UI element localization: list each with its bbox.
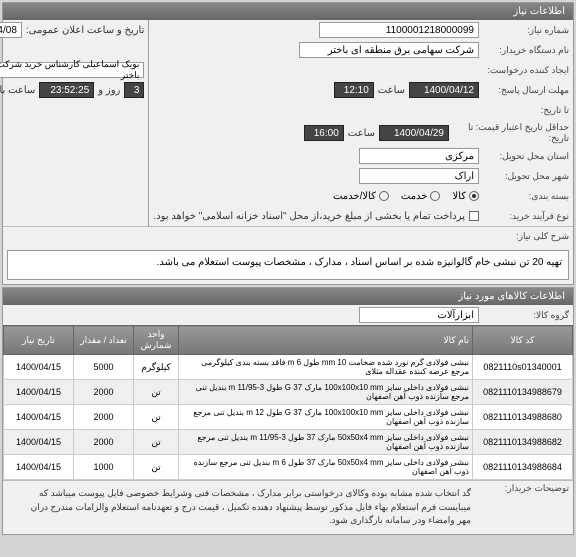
- cell-date: 1400/04/15: [4, 455, 74, 480]
- packaging-label: بسته بندی:: [479, 191, 569, 202]
- cell-name: نبشی فولادی داخلی سایز 100x100x10 mm مار…: [179, 405, 473, 430]
- province-value: مرکزی: [359, 148, 479, 164]
- table-row[interactable]: 0821110s01340001نبشی فولادی گرم نورد شده…: [4, 355, 573, 380]
- province-label: استان محل تحویل:: [479, 151, 569, 162]
- buyer-name-label: نام دستگاه خریدار:: [479, 45, 569, 56]
- cell-date: 1400/04/15: [4, 405, 74, 430]
- table-row[interactable]: 0821110134988684نبشی فولادی داخلی سایز 5…: [4, 455, 573, 480]
- th-code: کد کالا: [473, 326, 573, 355]
- partial-pay-checkbox[interactable]: [469, 211, 479, 221]
- cell-qty: 2000: [74, 405, 134, 430]
- hour-label-1: ساعت: [378, 85, 405, 96]
- validity-date: 1400/04/29: [379, 125, 449, 141]
- cell-code: 0821110134988684: [473, 455, 573, 480]
- partial-pay-label: پرداخت تمام یا بخشی از مبلغ خرید،از محل …: [153, 211, 465, 222]
- deadline-date: 1400/04/12: [409, 82, 479, 98]
- radio-goods[interactable]: کالا: [452, 191, 479, 202]
- th-unit: واحد شمارش: [134, 326, 179, 355]
- cell-name: نبشی فولادی داخلی سایز 100x100x10 mm مار…: [179, 380, 473, 405]
- validity-time: 16:00: [304, 125, 344, 141]
- deadline-time: 12:10: [334, 82, 374, 98]
- day-and-label: روز و: [98, 85, 120, 96]
- need-number-label: شماره نیاز:: [479, 25, 569, 36]
- creator-label: ایجاد کننده درخواست:: [479, 65, 569, 76]
- city-value: اراک: [359, 168, 479, 184]
- validity-label: حداقل تاریخ اعتبار قیمت: تا تاریخ:: [449, 122, 569, 144]
- general-desc-label: شرح کلی نیاز:: [479, 231, 569, 242]
- goods-group-value[interactable]: ابزارآلات: [359, 307, 479, 323]
- buyer-desc-label: توضیحات خریدار:: [479, 483, 569, 494]
- purchase-type-label: نوع فرآیند خرید:: [479, 211, 569, 222]
- general-desc-text: تهیه 20 تن نبشی خام گالوانیزه شده بر اسا…: [7, 250, 569, 280]
- cell-date: 1400/04/15: [4, 430, 74, 455]
- announce-label: تاریخ و ساعت اعلان عمومی:: [26, 25, 145, 36]
- cell-name: نبشی فولادی داخلی سایز 50x50x4 mm مارک 3…: [179, 430, 473, 455]
- cell-date: 1400/04/15: [4, 355, 74, 380]
- creator-value: بویک اسماعیلی کارشناس خرید شرکت سهامی بر…: [0, 62, 144, 78]
- cell-unit: تن: [134, 455, 179, 480]
- th-qty: تعداد / مقدار: [74, 326, 134, 355]
- to-date-label: تا تاریخ:: [479, 105, 569, 116]
- cell-unit: تن: [134, 380, 179, 405]
- items-table: کد کالا نام کالا واحد شمارش تعداد / مقدا…: [3, 325, 573, 480]
- radio-service[interactable]: خدمت: [401, 191, 441, 202]
- cell-qty: 2000: [74, 430, 134, 455]
- deadline-label: مهلت ارسال پاسخ:: [479, 85, 569, 96]
- cell-name: نبشی فولادی داخلی سایز 50x50x4 mm مارک 3…: [179, 455, 473, 480]
- days-left: 3: [124, 82, 144, 98]
- city-label: شهر محل تحویل:: [479, 171, 569, 182]
- cell-unit: تن: [134, 405, 179, 430]
- table-row[interactable]: 0821110134988680نبشی فولادی داخلی سایز 1…: [4, 405, 573, 430]
- cell-code: 0821110134988682: [473, 430, 573, 455]
- radio-both-label: کالا/خدمت: [333, 191, 376, 202]
- goods-group-label: گروه کالا:: [479, 310, 569, 321]
- buyer-name-value: شرکت سهامی برق منطقه ای باختر: [299, 42, 479, 58]
- cell-qty: 5000: [74, 355, 134, 380]
- radio-both[interactable]: کالا/خدمت: [333, 191, 389, 202]
- remaining-label: ساعت باقی مانده: [0, 85, 35, 96]
- radio-goods-label: کالا: [452, 191, 466, 202]
- cell-unit: کیلوگرم: [134, 355, 179, 380]
- cell-name: نبشی فولادی گرم نورد شده ضخامت 10 mm طول…: [179, 355, 473, 380]
- th-date: تاریخ نیاز: [4, 326, 74, 355]
- cell-qty: 1000: [74, 455, 134, 480]
- radio-service-label: خدمت: [401, 191, 428, 202]
- cell-code: 0821110s01340001: [473, 355, 573, 380]
- table-row[interactable]: 0821110134988682نبشی فولادی داخلی سایز 5…: [4, 430, 573, 455]
- cell-code: 0821110134988680: [473, 405, 573, 430]
- time-left: 23:52:25: [39, 82, 94, 98]
- items-header: اطلاعات کالاهای مورد نیاز: [3, 288, 573, 305]
- cell-qty: 2000: [74, 380, 134, 405]
- buyer-desc-text: گد انتخاب شده مشابه بوده وکالای درخواستی…: [7, 483, 479, 532]
- table-row[interactable]: 0821110134988679نبشی فولادی داخلی سایز 1…: [4, 380, 573, 405]
- cell-code: 0821110134988679: [473, 380, 573, 405]
- th-name: نام کالا: [179, 326, 473, 355]
- need-number-value: 1100001218000099: [319, 22, 479, 38]
- main-header: اطلاعات نیاز: [3, 3, 573, 20]
- announce-value: 1400/04/08 - 12:06: [0, 22, 22, 38]
- cell-unit: تن: [134, 430, 179, 455]
- hour-label-2: ساعت: [348, 128, 375, 139]
- cell-date: 1400/04/15: [4, 380, 74, 405]
